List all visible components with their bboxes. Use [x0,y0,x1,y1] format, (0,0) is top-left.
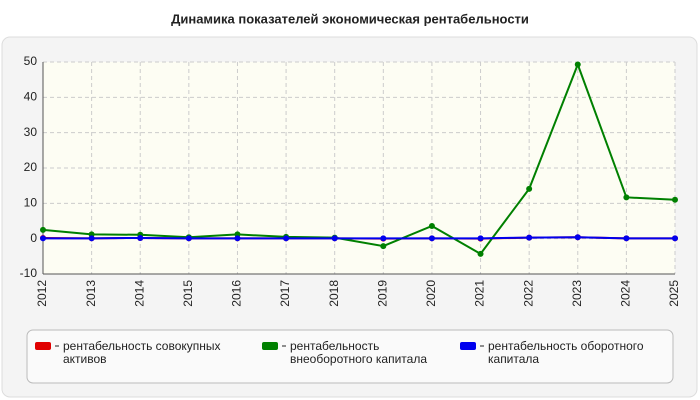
x-tick-label: 2021 [473,280,487,307]
x-tick-label: 2022 [521,280,535,307]
point [40,235,46,242]
point [88,235,95,242]
series-line [42,61,676,256]
point [380,235,387,242]
chart-title: Динамика показателей экономическая рента… [171,11,529,26]
series-line [43,236,675,240]
y-tick-label: 50 [24,54,38,68]
legend-label: рентабельность внеоборотного капитала [290,339,427,366]
point [477,235,484,242]
y-tick-label: 40 [24,90,38,104]
point [428,235,435,242]
x-tick-label: 2019 [375,280,389,307]
point [137,234,144,241]
legend-swatch [460,342,476,350]
x-tick-label: 2020 [424,280,438,307]
x-tick-label: 2025 [667,280,681,307]
point [672,196,678,203]
point [283,235,290,242]
y-tick-label: 20 [24,160,38,174]
legend-box [26,329,674,384]
point [672,235,678,242]
point [623,235,630,242]
point [574,234,581,241]
point [623,194,630,201]
legend-label: рентабельность оборотного капитала [488,339,644,366]
point [331,235,338,242]
legend-swatch [262,342,278,350]
point [526,234,533,241]
point [526,185,533,192]
x-tick-label: 2024 [619,280,633,307]
x-tick-label: 2012 [35,280,49,307]
y-tick-label: 30 [24,125,38,139]
x-tick-label: 2018 [327,280,341,307]
point [428,222,435,229]
point [380,243,387,250]
y-tick-label: 10 [24,196,38,210]
x-tick-label: 2023 [570,280,584,307]
legend-label: рентабельность совокупных активов [63,339,221,366]
legend-swatch [35,342,51,350]
point [477,250,484,257]
x-tick-label: 2014 [132,280,146,307]
point [234,235,241,242]
y-tick-label: 0 [30,231,37,245]
x-tick-label: 2013 [84,280,98,307]
point [185,235,192,242]
x-tick-label: 2017 [278,280,292,307]
point [574,61,581,68]
y-tick-label: -10 [20,266,38,280]
x-tick-label: 2016 [230,280,244,307]
point [40,226,46,233]
x-tick-label: 2015 [181,280,195,307]
